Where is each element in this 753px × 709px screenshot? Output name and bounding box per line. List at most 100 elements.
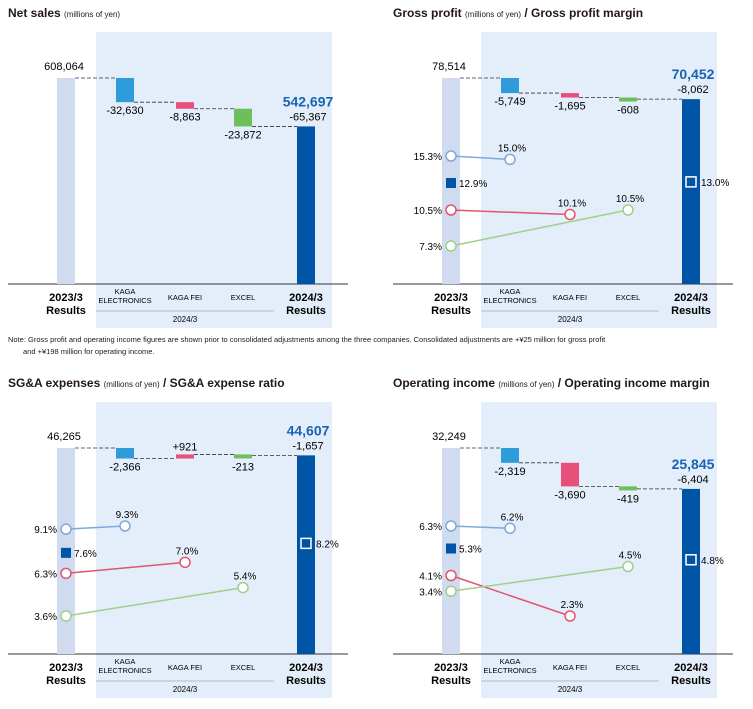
value-label-current: 25,845: [672, 456, 715, 472]
category-label: EXCEL: [231, 663, 256, 672]
ratio-label-start: 6.3%: [419, 522, 442, 533]
footnote: Note: Gross profit and operating income …: [8, 334, 748, 358]
ratio-label-end: 10.1%: [558, 199, 586, 210]
bar-change-2: [234, 108, 252, 127]
ratio-label-start: 10.5%: [414, 206, 442, 217]
ratio-line-0: [450, 525, 511, 529]
ratio-line-1: [65, 561, 186, 575]
ratio-point-end: [237, 581, 249, 594]
ratio-point-start: [60, 567, 72, 580]
bar-change-0: [501, 78, 519, 94]
ratio-point-end: [119, 520, 131, 532]
title-suffix: / Gross profit margin: [524, 6, 644, 20]
bar-change-0: [116, 78, 134, 103]
chart-title: Net sales (millions of yen): [8, 6, 120, 20]
ratio-label-start: 3.4%: [419, 587, 442, 598]
group-band: [481, 32, 717, 328]
value-label-prev: 78,514: [432, 61, 466, 73]
category-label: 2023/3: [49, 292, 83, 304]
value-label-total-change: -1,657: [292, 440, 323, 452]
panel-net-sales: Net sales (millions of yen) 608,064 -32,6…: [6, 6, 366, 328]
ratio-point-start: [60, 523, 72, 535]
panel-operating-income: Operating income (millions of yen) / Ope…: [391, 376, 751, 698]
category-label: 2024/3: [674, 292, 708, 304]
title-suffix: / SG&A expense ratio: [162, 376, 285, 390]
category-label: 2023/3: [434, 662, 468, 674]
category-label: KAGA: [115, 287, 136, 296]
value-label-prev: 32,249: [432, 431, 466, 443]
ratio-label-prev: 5.3%: [459, 545, 482, 556]
ratio-label-end: 2.3%: [561, 600, 584, 611]
value-label-prev: 46,265: [47, 431, 81, 443]
value-label-total-change: -8,062: [677, 84, 708, 96]
value-label-change: -23,872: [224, 129, 261, 141]
chart-title: Gross profit (millions of yen) / Gross p…: [393, 6, 643, 20]
category-label: ELECTRONICS: [98, 666, 151, 675]
category-label: Results: [286, 305, 326, 317]
panel-gross-profit: Gross profit (millions of yen) / Gross p…: [391, 6, 751, 328]
ratio-point-end: [504, 153, 516, 166]
category-label: 2024/3: [289, 292, 323, 304]
value-label-total-change: -65,367: [289, 111, 326, 123]
ratio-point-start: [445, 150, 457, 162]
value-label-change: -2,319: [494, 466, 525, 478]
bar-change-0: [116, 448, 134, 459]
net-sales-chart: 608,064 -32,630 -8,863 -23,872 542,697 -65,36…: [8, 32, 348, 328]
bar-prev-year: [57, 78, 75, 284]
ratio-point-start: [60, 610, 72, 622]
category-label: KAGA: [115, 657, 136, 666]
title-unit: (millions of yen): [103, 380, 160, 389]
category-label: Results: [286, 675, 326, 687]
ratio-label-prev: 12.9%: [459, 179, 487, 190]
ratio-label-start: 3.6%: [34, 612, 57, 623]
category-label: Results: [431, 675, 471, 687]
value-label-change: -2,366: [109, 462, 140, 474]
category-label: ELECTRONICS: [483, 296, 536, 305]
sga-chart: 46,265 -2,366 +921 -213 44,607 -1,657 9.1% 9.3%…: [8, 402, 348, 698]
bar-current-year: [682, 488, 700, 654]
bar-current-year: [297, 126, 315, 284]
value-label-change: -32,630: [106, 105, 143, 117]
value-label-change: -608: [617, 105, 639, 117]
bar-current-year: [682, 99, 700, 284]
ratio-point-end: [179, 556, 191, 569]
category-label: 2024/3: [674, 662, 708, 674]
category-label: Results: [671, 305, 711, 317]
category-label: Results: [46, 675, 86, 687]
ratio-line-2: [65, 586, 244, 617]
value-label-change: -5,749: [494, 96, 525, 108]
ratio-label-prev: 7.6%: [74, 549, 97, 560]
category-label: Results: [46, 305, 86, 317]
ratio-label-start: 9.1%: [34, 525, 57, 536]
title-unit: (millions of yen): [465, 10, 522, 19]
ratio-label-end: 4.5%: [619, 551, 642, 562]
bar-change-2: [234, 454, 252, 459]
chart-title: Operating income (millions of yen) / Ope…: [393, 376, 710, 390]
bar-change-2: [619, 486, 637, 491]
category-label: Results: [671, 675, 711, 687]
ratio-line-2: [450, 565, 629, 592]
ratio-label-current: 4.8%: [701, 556, 724, 567]
ratio-label-end: 6.2%: [501, 512, 524, 523]
category-label: 2023/3: [434, 292, 468, 304]
group-label: 2024/3: [558, 315, 583, 324]
title-main: Operating income: [393, 376, 496, 390]
ratio-point-end: [564, 610, 576, 622]
group-band: [481, 402, 717, 698]
category-label: EXCEL: [231, 293, 256, 302]
value-label-change: -213: [232, 461, 254, 473]
operating-income-chart: 32,249 -2,319 -3,690 -419 25,845 -6,404 6.3% 6.…: [393, 402, 733, 698]
title-main: SG&A expenses: [8, 376, 101, 390]
category-label: EXCEL: [616, 663, 641, 672]
ratio-label-start: 6.3%: [34, 569, 57, 580]
ratio-marker-prev: [61, 547, 71, 558]
ratio-line-0: [65, 525, 126, 530]
category-label: KAGA FEI: [553, 293, 587, 302]
panel-sga-expenses: SG&A expenses (millions of yen) / SG&A e…: [6, 376, 366, 698]
ratio-marker-current: [300, 537, 312, 550]
value-label-current: 542,697: [283, 93, 334, 109]
category-label: 2023/3: [49, 662, 83, 674]
group-label: 2024/3: [173, 315, 198, 324]
ratio-label-end: 15.0%: [498, 143, 526, 154]
ratio-point-end: [504, 522, 516, 534]
